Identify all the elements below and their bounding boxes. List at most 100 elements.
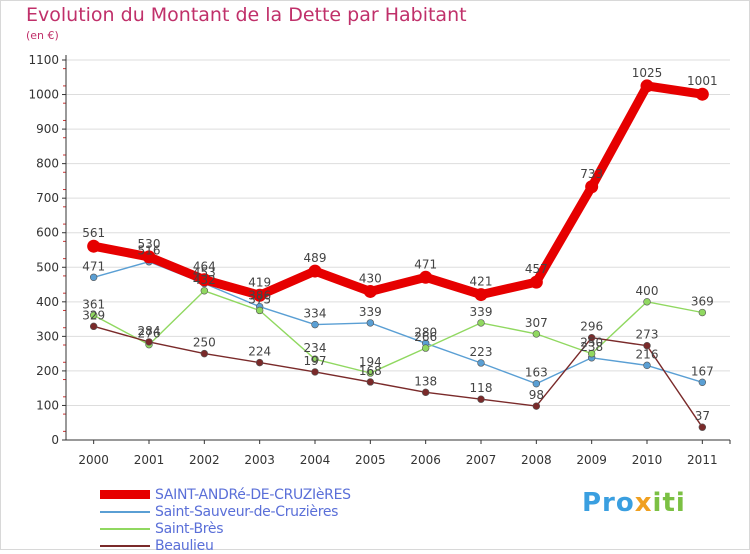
data-label: 530 [138,237,161,251]
data-label: 307 [525,316,548,330]
data-labels: 471 516 453 386 334 339 280 223 163 238 216 167 361 2… [82,66,717,423]
series-line [92,290,703,374]
data-point [698,308,707,317]
x-tick-label: 2005 [355,453,386,467]
data-point [477,319,485,327]
y-tick-label: 800 [36,157,59,171]
data-point [255,358,264,367]
legend-label: SAINT-ANDRé-DE-CRUZIèRES [155,486,351,503]
data-label: 457 [525,262,548,276]
data-point [366,378,375,386]
data-point [421,388,430,397]
chart-subtitle: (en €) [26,29,59,42]
y-tick-label: 700 [36,191,59,205]
data-point [587,349,596,358]
legend-item: Beaulieu [100,537,351,554]
legend-swatch [100,490,150,499]
x-tick-label: 2001 [134,453,165,467]
x-tick-label: 2004 [300,453,331,467]
data-point [89,311,98,319]
data-label: 250 [193,336,216,350]
data-label: 386 [248,289,271,303]
series-line [92,325,703,428]
data-point [477,395,485,403]
series-line [89,81,707,300]
data-label: 516 [138,244,161,258]
data-point [89,273,98,281]
data-label: 216 [636,347,659,361]
data-label: 1001 [687,74,718,88]
data-point [366,319,375,327]
data-point [308,264,322,278]
data-point [532,379,541,388]
legend-item: Saint-Sauveur-de-Cruzières [100,503,351,520]
data-point [200,349,209,358]
data-point [200,287,209,295]
data-label: 432 [193,273,216,287]
x-tick-label: 2006 [410,453,441,467]
data-label: 37 [695,409,710,423]
series-lines [87,79,709,431]
data-point [477,359,485,367]
x-tick-label: 2002 [189,453,220,467]
x-tick-label: 2010 [632,453,663,467]
data-label: 98 [529,388,544,402]
data-point [529,275,543,289]
data-point [695,87,709,101]
x-tick-label: 2003 [244,453,275,467]
y-tick-label: 500 [36,260,59,274]
data-label: 284 [138,324,161,338]
y-tick-label: 900 [36,122,59,136]
y-tick-label: 0 [51,433,59,447]
y-tick-label: 400 [36,295,59,309]
data-label: 471 [82,259,105,273]
brand-part: x [634,488,653,518]
data-label: 224 [248,345,271,359]
data-label: 163 [525,366,548,380]
brand-part: iti [652,488,686,518]
data-point [585,180,599,194]
data-label: 329 [82,308,105,322]
data-label: 273 [636,328,659,342]
data-label: 197 [304,354,327,368]
brand-part: Pro [582,488,635,518]
y-tick-label: 1100 [28,53,59,67]
data-label: 167 [691,364,714,378]
data-point [587,334,596,342]
data-point [532,330,541,338]
y-tick-label: 1000 [28,88,59,102]
legend-swatch [100,544,150,547]
tick-labels: 0 100 200 300 400 500 600 700 800 900 1000 1100 2000… [28,53,717,467]
x-tick-label: 2009 [576,453,607,467]
data-label: 471 [414,257,437,271]
y-tick-label: 300 [36,329,59,343]
data-label: 464 [193,260,216,274]
data-label: 419 [248,275,271,289]
data-label: 339 [359,305,382,319]
x-tick-label: 2008 [521,453,552,467]
data-point [255,306,264,315]
data-label: 118 [470,381,493,395]
data-point [253,288,267,302]
page-title: Evolution du Montant de la Dette par Hab… [26,4,467,26]
data-label: 489 [304,251,327,265]
data-label: 266 [414,330,437,344]
data-point [419,270,433,284]
legend-label: Beaulieu [155,537,214,554]
data-point [311,355,319,363]
data-label: 561 [82,226,105,240]
data-label: 339 [470,305,493,319]
data-label: 430 [359,271,382,285]
data-point [532,402,541,410]
data-point [366,369,375,377]
x-tick-label: 2000 [78,453,109,467]
legend-item: SAINT-ANDRé-DE-CRUZIèRES [100,486,351,503]
x-tick-label: 2007 [466,453,497,467]
data-point [145,338,153,346]
legend-swatch [100,527,150,530]
data-label: 138 [414,374,437,388]
legend-label: Saint-Sauveur-de-Cruzières [155,503,339,520]
y-tick-label: 200 [36,364,59,378]
data-label: 250 [580,336,603,350]
data-label: 400 [636,284,659,298]
